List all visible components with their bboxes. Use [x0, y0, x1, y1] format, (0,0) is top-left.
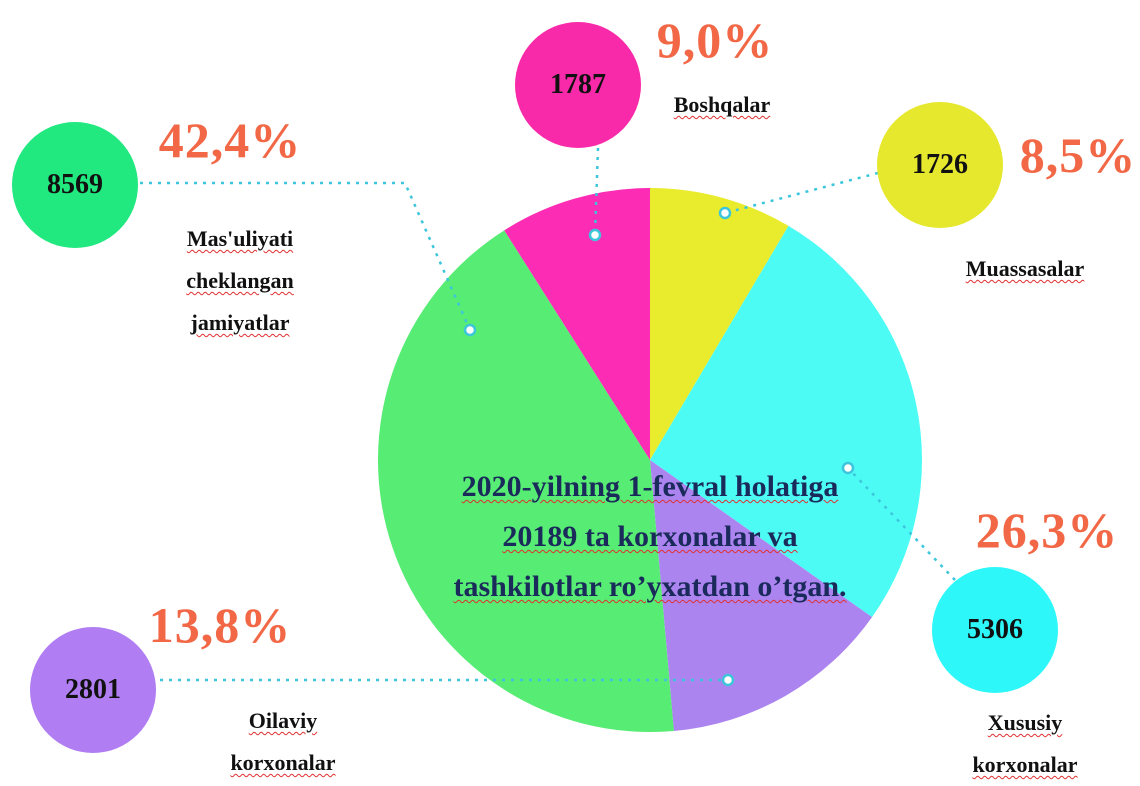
slices: [377, 188, 922, 733]
percent-label: 42,4%: [158, 112, 302, 168]
slice: [650, 188, 789, 460]
percent-label: 9,0%: [656, 12, 774, 68]
bubbles: [12, 22, 1058, 753]
count-bubble: [12, 122, 138, 248]
leader-dots: [463, 206, 855, 687]
count-label: 8569: [47, 169, 103, 200]
leader-lines: [140, 147, 956, 682]
center-text: 2020-yilning 1-fevral holatiga 20189 ta …: [453, 470, 847, 603]
percent-label: 26,3%: [975, 502, 1119, 558]
count-bubble: [932, 567, 1058, 693]
category-label: Mas'uliyati cheklangan jamiyatlar: [186, 226, 294, 335]
category-label: Oilaviy korxonalar: [230, 708, 336, 775]
category-label: Xususiy korxonalar: [972, 710, 1078, 777]
leader-dot: [463, 323, 477, 337]
leader-line: [593, 147, 600, 236]
count-label: 1787: [550, 69, 606, 100]
count-bubble: [30, 627, 156, 753]
count-bubble: [515, 22, 641, 148]
leader-dot: [588, 228, 602, 242]
count-label: 2801: [65, 674, 121, 705]
slice: [377, 230, 674, 733]
percent-label: 13,8%: [148, 597, 292, 653]
count-label: 5306: [967, 614, 1023, 645]
slice: [504, 188, 650, 460]
category-label: Boshqalar: [673, 92, 771, 117]
leader-dot: [718, 206, 732, 220]
count-label: 1726: [912, 149, 968, 180]
leader-dot: [841, 461, 855, 475]
slice: [650, 225, 922, 618]
slice: [650, 460, 873, 731]
category-label: Muassasalar: [965, 256, 1085, 281]
leader-dot: [721, 673, 735, 687]
count-bubble: [877, 102, 1003, 228]
percent-label: 8,5%: [1019, 127, 1137, 183]
